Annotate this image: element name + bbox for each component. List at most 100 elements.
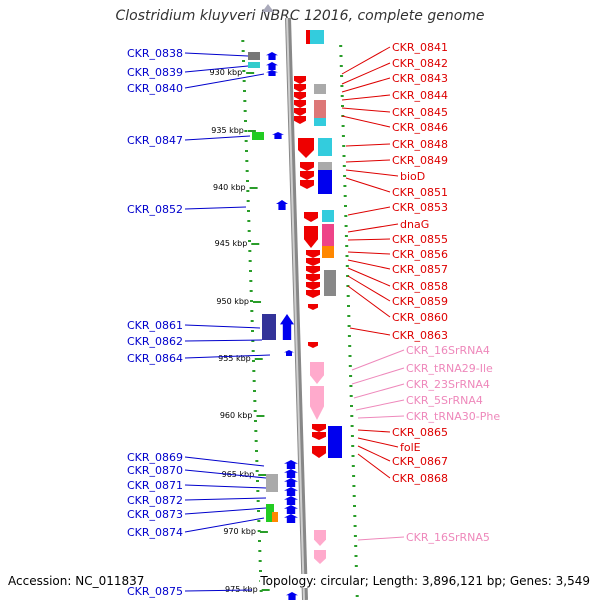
guide-dot-left xyxy=(254,420,257,422)
right-gene-label: bioD xyxy=(400,170,425,183)
scale-label: 975 kbp xyxy=(225,585,258,594)
guide-dot-right xyxy=(354,565,358,567)
guide-dot-right xyxy=(346,275,350,277)
guide-dot-right xyxy=(348,345,352,347)
left-label-leader xyxy=(184,354,271,359)
left-gene-label: CKR_0839 xyxy=(127,66,183,79)
gene-reverse xyxy=(300,162,314,171)
guide-dot-left xyxy=(241,50,245,52)
gene-forward xyxy=(284,469,298,478)
guide-dot-left xyxy=(256,500,260,502)
left-gene-label: CKR_0847 xyxy=(127,134,183,147)
left-label-leader xyxy=(184,507,267,515)
right-label-leader xyxy=(341,94,391,101)
left-label-leader xyxy=(184,469,267,479)
right-label-leader xyxy=(341,46,391,75)
map-title: Clostridium kluyveri NBRC 12016, complet… xyxy=(115,8,485,24)
gene-block xyxy=(322,246,334,258)
guide-dot-left xyxy=(251,350,255,352)
right-gene-label: folE xyxy=(400,441,421,454)
gene-block xyxy=(262,314,276,340)
guide-dot-left xyxy=(242,80,246,82)
gene-block xyxy=(324,270,336,296)
guide-dot-left xyxy=(249,270,252,272)
guide-dot-left xyxy=(246,200,250,202)
gene-rna xyxy=(310,386,324,420)
gene-reverse xyxy=(300,171,314,180)
scale-tick xyxy=(254,358,263,360)
guide-dot-right xyxy=(349,385,353,387)
guide-dot-left xyxy=(257,520,261,522)
scale-label: 935 kbp xyxy=(211,126,244,135)
right-label-leader xyxy=(347,251,391,255)
right-label-leader xyxy=(347,238,391,241)
guide-dot-right xyxy=(345,255,349,257)
scale-label: 960 kbp xyxy=(220,411,253,420)
guide-dot-left xyxy=(259,570,262,572)
guide-dot-right xyxy=(353,525,357,527)
left-label-leader xyxy=(184,589,253,592)
guide-dot-right xyxy=(342,145,346,147)
right-gene-label: CKR_16SrRNA5 xyxy=(406,531,490,544)
left-label-leader xyxy=(184,324,261,329)
scale-tick xyxy=(251,243,260,245)
guide-dot-left xyxy=(245,150,248,152)
gene-reverse xyxy=(306,290,320,298)
guide-dot-left xyxy=(252,360,255,362)
gene-reverse xyxy=(294,116,306,124)
guide-dot-right xyxy=(345,265,349,267)
left-label-leader xyxy=(184,135,251,141)
scale-label: 950 kbp xyxy=(216,297,249,306)
right-gene-label: CKR_16SrRNA4 xyxy=(406,344,490,357)
scale-label: 970 kbp xyxy=(223,527,256,536)
left-gene-label: CKR_0873 xyxy=(127,508,183,521)
gene-block xyxy=(252,132,264,140)
guide-dot-left xyxy=(247,230,251,232)
guide-dot-right xyxy=(340,85,344,87)
gene-forward xyxy=(286,592,298,600)
gene-forward xyxy=(284,460,298,469)
guide-dot-right xyxy=(340,75,344,77)
guide-dot-left xyxy=(245,160,249,162)
scale-label: 945 kbp xyxy=(215,239,248,248)
guide-dot-left xyxy=(256,490,260,492)
guide-dot-left xyxy=(250,320,254,322)
right-label-leader xyxy=(345,169,399,177)
left-label-leader xyxy=(184,339,263,342)
guide-dot-left xyxy=(258,540,261,542)
guide-dot-right xyxy=(344,205,347,207)
guide-dot-right xyxy=(345,245,349,247)
guide-dot-right xyxy=(352,475,356,477)
right-label-leader xyxy=(357,415,405,419)
guide-dot-left xyxy=(256,480,259,482)
guide-dot-left xyxy=(255,460,259,462)
left-gene-label: CKR_0864 xyxy=(127,352,183,365)
guide-dot-right xyxy=(341,105,344,107)
right-label-leader xyxy=(351,367,405,385)
gene-forward xyxy=(266,52,278,60)
guide-dot-right xyxy=(341,125,345,127)
gene-reverse xyxy=(304,226,318,248)
guide-dot-right xyxy=(343,195,347,197)
right-label-leader xyxy=(341,107,391,113)
left-gene-label: CKR_0840 xyxy=(127,82,183,95)
gene-reverse xyxy=(306,266,320,274)
gene-reverse xyxy=(300,180,314,189)
gene-reverse xyxy=(294,92,306,100)
guide-dot-left xyxy=(255,450,258,452)
gene-reverse xyxy=(294,100,306,108)
guide-dot-right xyxy=(344,215,348,217)
gene-reverse xyxy=(294,108,306,116)
guide-dot-right xyxy=(350,415,354,417)
right-label-leader xyxy=(357,445,391,462)
gene-reverse xyxy=(306,274,320,282)
left-label-leader xyxy=(184,65,249,73)
guide-dot-right xyxy=(344,225,348,227)
gene-block xyxy=(318,138,332,156)
gene-reverse xyxy=(306,258,320,266)
right-label-leader xyxy=(341,62,391,85)
guide-dot-right xyxy=(350,425,354,427)
right-label-leader xyxy=(355,399,405,411)
gene-block xyxy=(328,426,342,458)
gene-block xyxy=(318,170,332,194)
